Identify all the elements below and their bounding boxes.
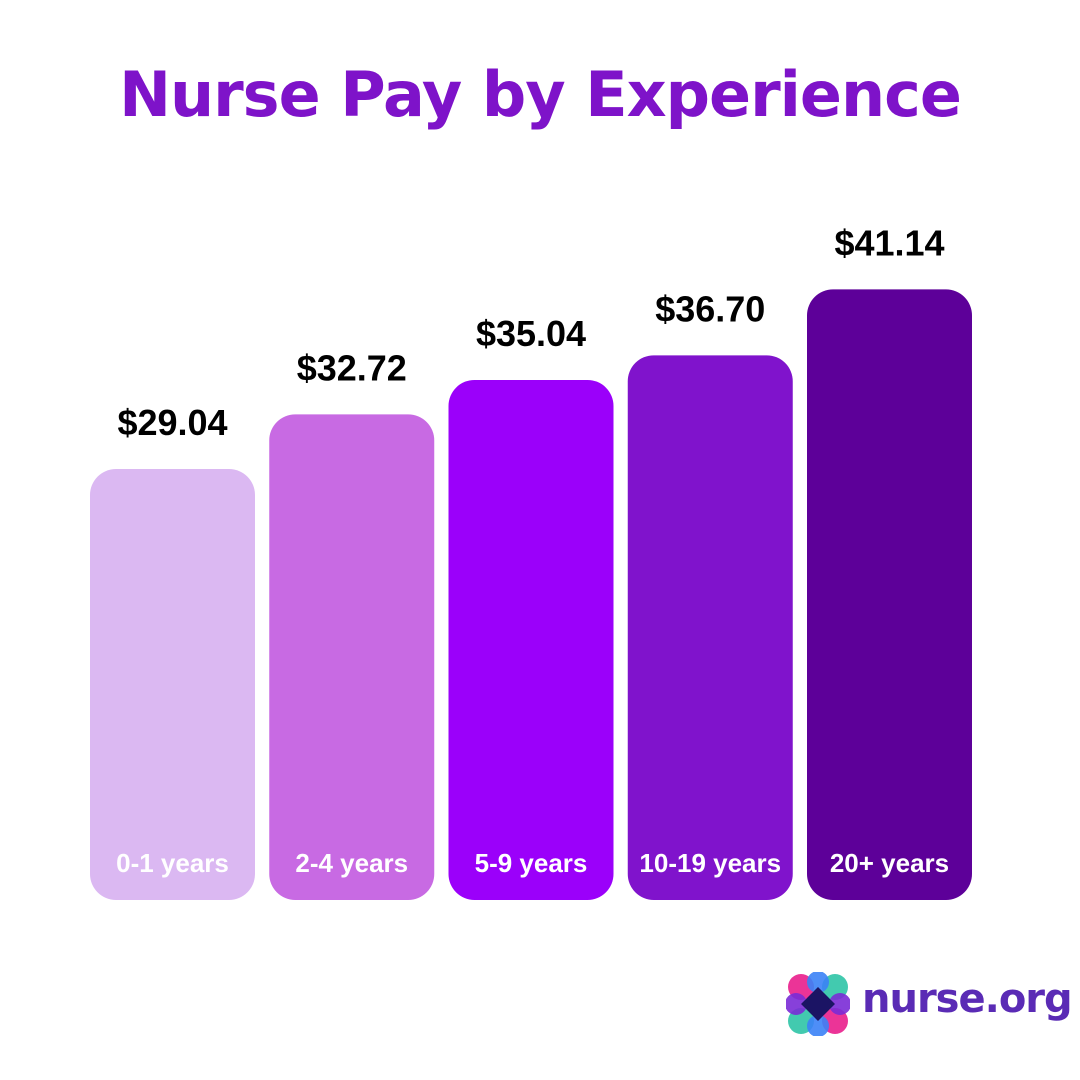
nurse-org-logo-icon <box>786 972 850 1036</box>
value-label-4: $36.70 <box>655 288 765 329</box>
value-label-1: $29.04 <box>117 402 227 443</box>
value-label-5: $41.14 <box>834 222 944 263</box>
category-label-5: 20+ years <box>830 848 949 878</box>
brand-name: nurse.org <box>862 976 1073 1022</box>
bar-2 <box>269 414 435 900</box>
category-label-4: 10-19 years <box>639 848 781 878</box>
value-label-2: $32.72 <box>297 347 407 388</box>
category-label-1: 0-1 years <box>116 848 229 878</box>
bar-1 <box>90 469 255 900</box>
bar-4 <box>627 355 793 900</box>
brand-logo: nurse.org <box>786 972 1073 1036</box>
bar-3 <box>448 379 614 900</box>
category-label-3: 5-9 years <box>475 848 588 878</box>
category-label-2: 2-4 years <box>295 848 408 878</box>
chart-title: Nurse Pay by Experience <box>119 58 962 131</box>
value-label-3: $35.04 <box>476 313 586 354</box>
bar-5 <box>807 289 972 901</box>
